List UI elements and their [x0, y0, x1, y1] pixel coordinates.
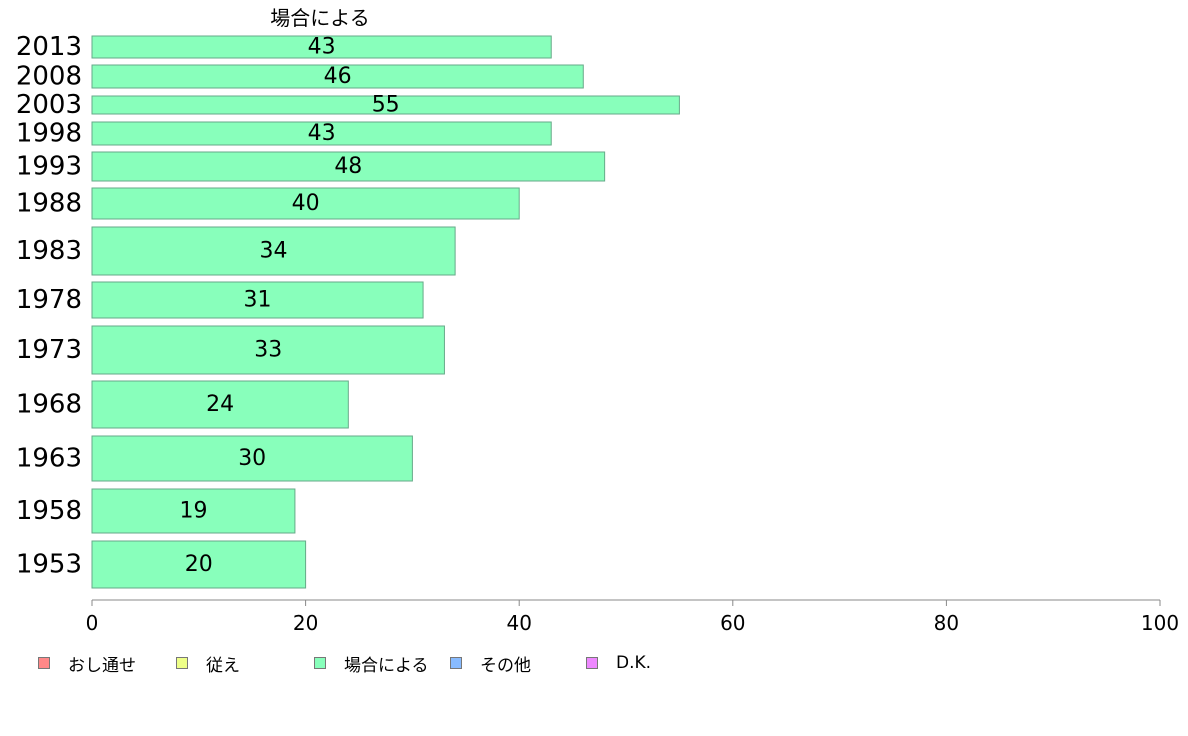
bar-chart: 場合による 2013 43 2008 46 2003 55 1998 43 1993 48 1988… — [16, 6, 1179, 635]
x-tick-label: 100 — [1141, 611, 1179, 635]
bar-value-label: 20 — [185, 552, 213, 577]
x-tick-label: 60 — [720, 611, 745, 635]
legend-item-dk: D.K. — [586, 652, 651, 674]
x-tick-label: 0 — [86, 611, 99, 635]
legend-label: おし通せ — [68, 655, 136, 676]
bar — [91, 435, 413, 482]
y-tick-label: 2008 — [16, 62, 82, 92]
legend: おし通せ 従え 場合による その他 D.K. — [38, 652, 758, 676]
y-tick-label: 1998 — [16, 119, 82, 149]
bar — [91, 95, 680, 115]
legend-item-oshitoose: おし通せ — [38, 652, 136, 676]
bar-value-label: 33 — [254, 338, 282, 363]
legend-label: その他 — [480, 655, 531, 676]
bar — [91, 281, 424, 319]
bar — [91, 151, 606, 182]
y-tick-label: 2003 — [16, 90, 82, 120]
bar — [91, 64, 584, 89]
legend-swatch — [176, 657, 188, 669]
bar — [91, 540, 307, 589]
legend-item-baai-ni-yoru: 場合による — [314, 652, 429, 676]
y-tick-label: 1973 — [16, 335, 82, 365]
legend-label: 場合による — [344, 655, 429, 676]
bar-value-label: 43 — [308, 121, 336, 146]
x-tick-label: 80 — [934, 611, 959, 635]
bar-value-label: 48 — [334, 154, 362, 179]
y-tick-label: 1968 — [16, 390, 82, 420]
y-tick-label: 2013 — [16, 32, 82, 62]
legend-swatch — [450, 657, 462, 669]
bar — [91, 121, 552, 146]
legend-swatch — [314, 657, 326, 669]
bar-value-label: 19 — [179, 499, 207, 524]
bars-group: 2013 43 2008 46 2003 55 1998 43 1993 48 1988 40 1983… — [16, 32, 680, 589]
bar-value-label: 30 — [238, 446, 266, 471]
bar — [91, 325, 445, 375]
legend-item-sonota: その他 — [450, 652, 531, 676]
bar-value-label: 34 — [260, 239, 288, 264]
bar-value-label: 24 — [206, 392, 234, 417]
y-tick-label: 1978 — [16, 285, 82, 315]
chart-title: 場合による — [270, 6, 369, 30]
legend-swatch — [586, 657, 598, 669]
x-tick-label: 40 — [506, 611, 531, 635]
legend-item-shitagae: 従え — [176, 652, 240, 676]
y-tick-label: 1953 — [16, 550, 82, 580]
bar — [91, 35, 552, 59]
bar-value-label: 46 — [324, 64, 352, 89]
bar — [91, 187, 520, 220]
bar — [91, 380, 349, 429]
bar-value-label: 55 — [372, 93, 400, 118]
legend-swatch — [38, 657, 50, 669]
y-tick-label: 1958 — [16, 496, 82, 526]
y-tick-label: 1988 — [16, 189, 82, 219]
x-axis: 0 20 40 60 80 100 — [86, 599, 1179, 635]
bar — [91, 226, 456, 276]
y-tick-label: 1983 — [16, 236, 82, 266]
bar — [91, 488, 296, 534]
bar-value-label: 40 — [292, 191, 320, 216]
y-tick-label: 1963 — [16, 444, 82, 474]
y-tick-label: 1993 — [16, 152, 82, 182]
legend-label: D.K. — [616, 653, 652, 673]
x-tick-label: 20 — [293, 611, 318, 635]
bar-value-label: 43 — [308, 35, 336, 60]
bar-value-label: 31 — [244, 288, 272, 313]
legend-label: 従え — [206, 655, 240, 676]
